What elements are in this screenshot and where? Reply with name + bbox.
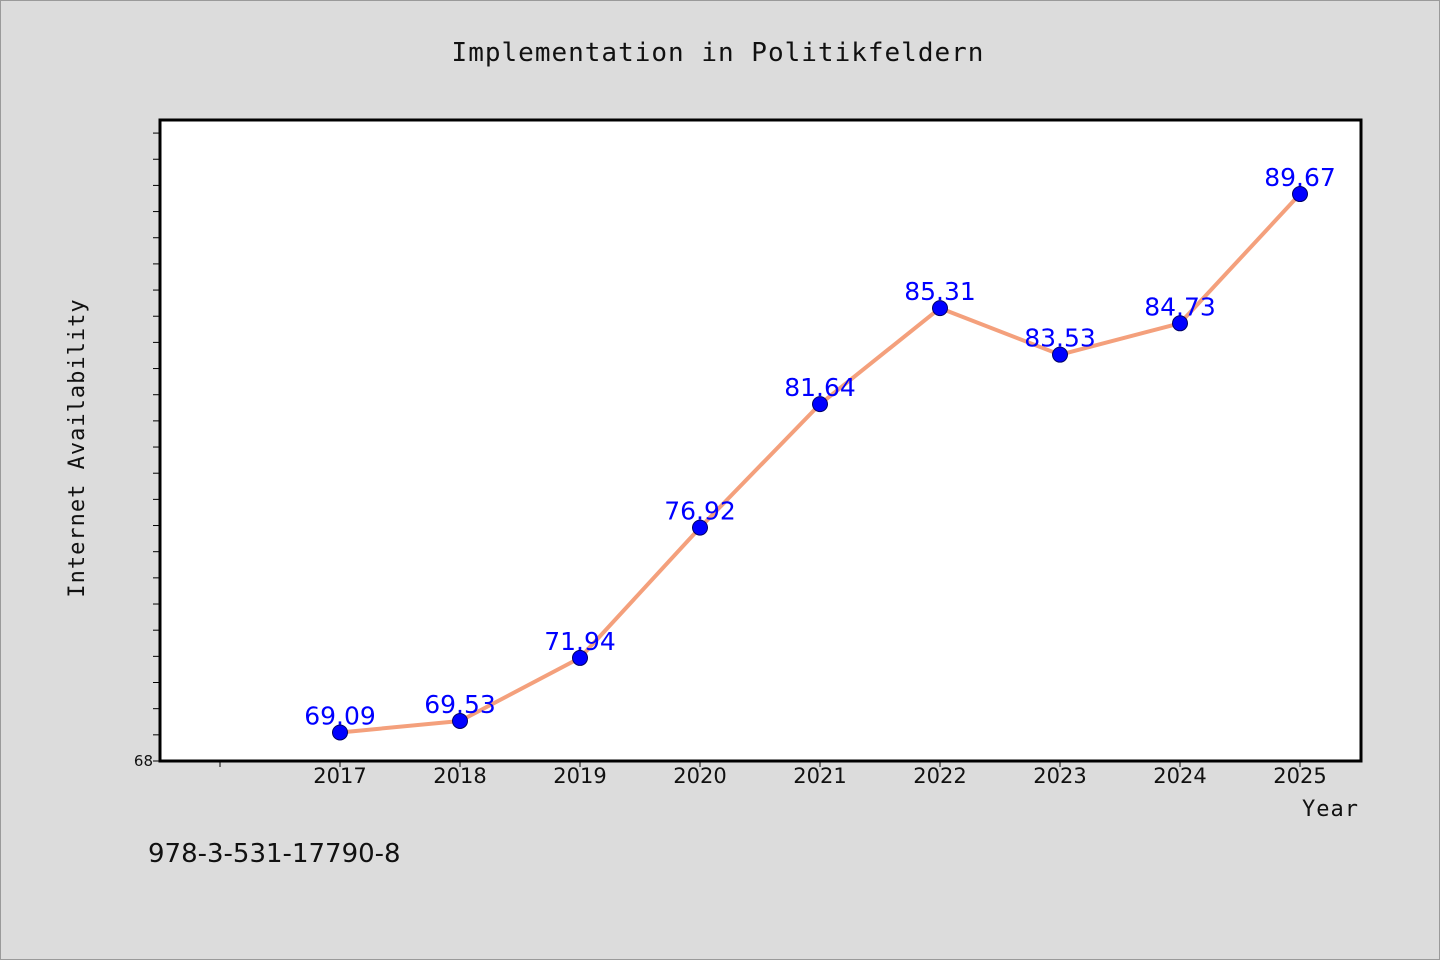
data-point-marker (1292, 186, 1308, 203)
y-axis-label: Internet Availability (65, 298, 90, 597)
chart-title: Implementation in Politikfeldern (452, 38, 985, 68)
data-point-marker (452, 712, 468, 729)
data-label: 83.53 (1024, 324, 1096, 353)
data-point-marker (812, 396, 828, 413)
x-axis-ticks: 2017 2018 2019 2020 2021 2022 2023 2024 2025 (219, 761, 1327, 788)
data-point-marker (572, 649, 588, 666)
x-tick-label: 2019 (553, 764, 606, 788)
x-tick-label: 2024 (1153, 764, 1206, 788)
x-tick-label: 2023 (1033, 764, 1086, 788)
data-point-marker (932, 300, 948, 317)
plot-area (158, 118, 1363, 763)
data-point-marker (692, 519, 708, 536)
x-tick-label: 2022 (913, 764, 966, 788)
data-point-marker (332, 724, 348, 741)
data-point-marker (1052, 346, 1068, 363)
data-label: 89.67 (1264, 163, 1336, 192)
data-label: 81.64 (784, 373, 856, 402)
x-tick-label: 2018 (433, 764, 486, 788)
x-tick-label: 2020 (673, 764, 726, 788)
data-label: 76.92 (664, 497, 736, 526)
data-point-marker (1172, 315, 1188, 332)
data-label: 69.09 (304, 701, 376, 730)
x-axis-label: Year (1302, 797, 1359, 822)
x-tick-label: 2021 (793, 764, 846, 788)
series-layer: 69.09 69.53 71.94 76.92 81.64 85.31 83.53 84.73… (304, 163, 1336, 741)
x-tick-label: 2025 (1273, 764, 1326, 788)
data-label: 85.31 (904, 277, 976, 306)
data-label: 69.53 (424, 690, 496, 719)
data-label: 84.73 (1144, 292, 1216, 321)
x-tick-label: 2017 (313, 764, 366, 788)
isbn-text: 978-3-531-17790-8 (148, 839, 401, 869)
data-label: 71.94 (544, 627, 616, 656)
y-axis-ticks (153, 132, 160, 762)
y-tick-label: 68 (134, 752, 153, 770)
